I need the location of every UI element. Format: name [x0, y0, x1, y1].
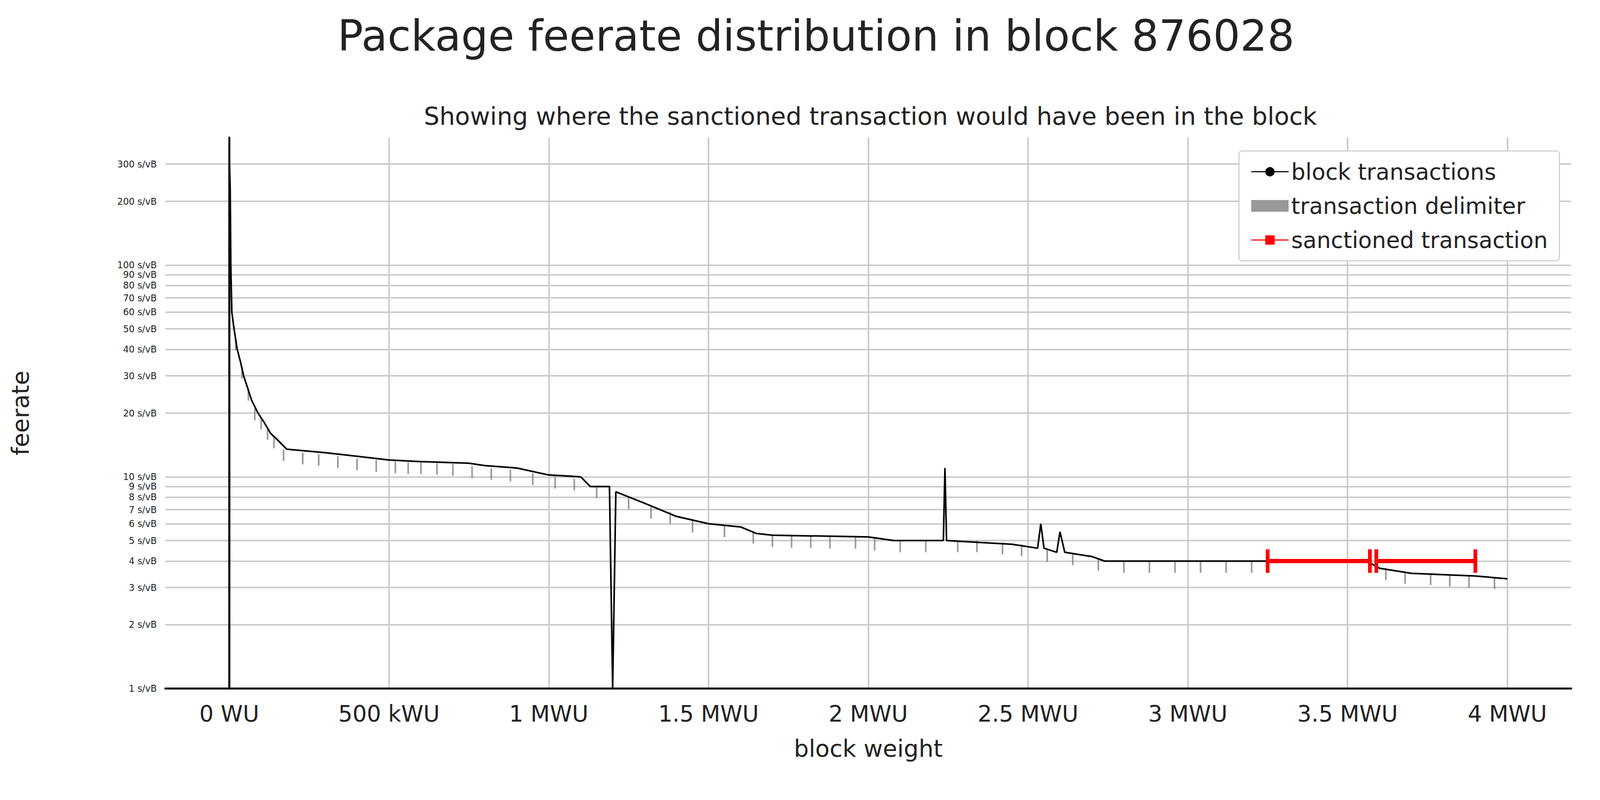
svg-text:Showing where the sanctioned t: Showing where the sanctioned transaction…: [424, 101, 1318, 131]
svg-text:3.5 MWU: 3.5 MWU: [1297, 700, 1398, 727]
svg-text:20 s/vB: 20 s/vB: [123, 408, 157, 419]
svg-text:3 MWU: 3 MWU: [1148, 700, 1228, 727]
svg-text:1 s/vB: 1 s/vB: [128, 683, 157, 694]
svg-text:3 s/vB: 3 s/vB: [128, 582, 157, 594]
svg-text:7 s/vB: 7 s/vB: [128, 504, 157, 516]
svg-text:70 s/vB: 70 s/vB: [123, 292, 157, 304]
svg-text:40 s/vB: 40 s/vB: [123, 344, 157, 355]
svg-text:5 s/vB: 5 s/vB: [128, 535, 157, 547]
svg-text:0 WU: 0 WU: [199, 700, 260, 727]
svg-text:4 MWU: 4 MWU: [1467, 700, 1548, 727]
svg-text:6 s/vB: 6 s/vB: [128, 518, 157, 530]
svg-text:8 s/vB: 8 s/vB: [128, 491, 157, 503]
svg-text:block transactions: block transactions: [1291, 158, 1496, 186]
svg-text:100 s/vB: 100 s/vB: [117, 259, 157, 271]
svg-text:50 s/vB: 50 s/vB: [123, 323, 157, 335]
svg-text:Package feerate distribution i: Package feerate distribution in block 87…: [337, 11, 1295, 61]
svg-text:4 s/vB: 4 s/vB: [128, 555, 157, 567]
svg-text:500 kWU: 500 kWU: [338, 700, 440, 727]
svg-text:300 s/vB: 300 s/vB: [117, 158, 157, 170]
svg-text:2 MWU: 2 MWU: [828, 700, 909, 727]
svg-text:2 s/vB: 2 s/vB: [128, 619, 157, 630]
svg-text:block weight: block weight: [793, 734, 943, 763]
svg-text:feerate: feerate: [6, 370, 35, 456]
svg-text:9 s/vB: 9 s/vB: [128, 481, 157, 492]
svg-text:90 s/vB: 90 s/vB: [123, 269, 157, 280]
svg-text:sanctioned transaction: sanctioned transaction: [1291, 227, 1548, 254]
svg-text:30 s/vB: 30 s/vB: [123, 370, 157, 382]
svg-text:1.5 MWU: 1.5 MWU: [658, 700, 759, 727]
svg-text:1 MWU: 1 MWU: [509, 700, 589, 727]
svg-text:80 s/vB: 80 s/vB: [123, 280, 157, 291]
svg-text:60 s/vB: 60 s/vB: [123, 306, 157, 318]
svg-text:transaction delimiter: transaction delimiter: [1291, 193, 1526, 220]
svg-text:2.5 MWU: 2.5 MWU: [977, 700, 1079, 727]
svg-text:200 s/vB: 200 s/vB: [117, 196, 157, 207]
svg-text:10 s/vB: 10 s/vB: [123, 471, 157, 483]
